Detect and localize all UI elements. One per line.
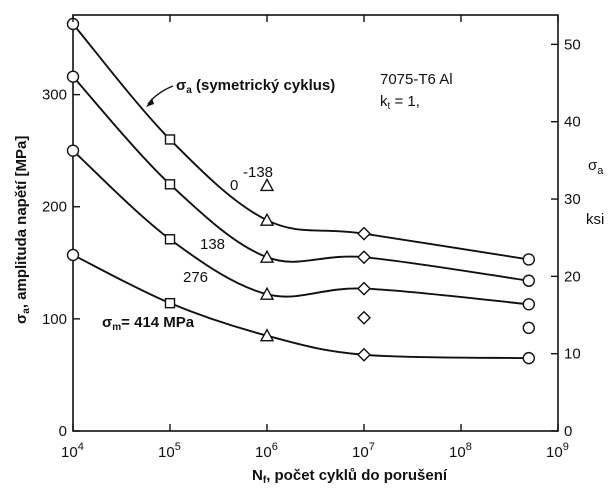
plot-frame bbox=[72, 14, 559, 432]
series-label-138: 138 bbox=[200, 236, 225, 253]
marker-diamond bbox=[357, 281, 371, 296]
material-label: 7075-T6 Al bbox=[380, 71, 453, 88]
kt-label: kt = 1, bbox=[380, 93, 420, 112]
series-label-276: 276 bbox=[183, 269, 208, 286]
y-tick-label-right: 40 bbox=[564, 114, 581, 131]
marker-circle bbox=[66, 248, 80, 262]
annotation-arrowhead bbox=[146, 98, 154, 107]
x-tick-label: 108 bbox=[449, 441, 472, 461]
series-markers bbox=[66, 17, 536, 365]
y-tick-label-right: 0 bbox=[564, 423, 572, 440]
series-label-0: 0 bbox=[230, 177, 238, 194]
plot-border bbox=[72, 14, 559, 432]
marker-diamond bbox=[357, 347, 371, 362]
marker-circle bbox=[522, 351, 536, 365]
marker-circle bbox=[522, 274, 536, 287]
marker-diamond bbox=[357, 226, 371, 241]
y-tick-label-right: 30 bbox=[564, 191, 581, 208]
series-label-414: σm= 414 MPa bbox=[102, 314, 195, 333]
marker-square bbox=[164, 179, 176, 190]
x-axis-label: Nf, počet cyklů do porušení bbox=[252, 467, 448, 486]
marker-diamond bbox=[357, 310, 371, 325]
marker-diamond bbox=[357, 250, 371, 265]
annotation-symmetric-cycle: σa (symetrický cyklus) bbox=[176, 77, 335, 96]
marker-circle bbox=[66, 70, 80, 83]
y-tick-label-right: 10 bbox=[564, 346, 581, 363]
y-axis-label-left: σa, amplituda napětí [MPa] bbox=[13, 136, 32, 324]
y-tick-label-right: 20 bbox=[564, 268, 581, 285]
series-curves bbox=[72, 23, 529, 360]
marker-triangle bbox=[259, 212, 275, 226]
marker-square bbox=[164, 297, 176, 309]
x-tick-label: 105 bbox=[158, 441, 181, 461]
series-label-minus138: -138 bbox=[243, 164, 273, 181]
y-tick-label-left: 0 bbox=[59, 423, 67, 440]
y-tick-label-left: 300 bbox=[42, 87, 67, 104]
marker-circle bbox=[66, 144, 80, 157]
y-axis-unit-right: ksi bbox=[586, 211, 604, 228]
y-tick-label-left: 200 bbox=[42, 199, 67, 216]
series-line bbox=[72, 149, 529, 306]
marker-circle bbox=[522, 321, 536, 335]
x-tick-label: 106 bbox=[255, 441, 278, 461]
marker-triangle bbox=[259, 328, 275, 342]
series-line bbox=[72, 23, 529, 261]
y-axis-label-right: σa bbox=[588, 157, 604, 177]
x-tick-label: 107 bbox=[352, 441, 375, 461]
marker-square bbox=[164, 234, 176, 245]
marker-triangle bbox=[259, 177, 275, 192]
marker-triangle bbox=[259, 249, 275, 263]
y-tick-label-right: 50 bbox=[564, 36, 581, 53]
x-tick-label: 104 bbox=[61, 441, 84, 461]
marker-square bbox=[164, 134, 176, 145]
marker-circle bbox=[522, 298, 536, 311]
x-tick-label: 109 bbox=[546, 441, 569, 461]
y-tick-label-left: 100 bbox=[42, 311, 67, 328]
marker-triangle bbox=[259, 286, 275, 300]
marker-circle bbox=[522, 253, 536, 266]
